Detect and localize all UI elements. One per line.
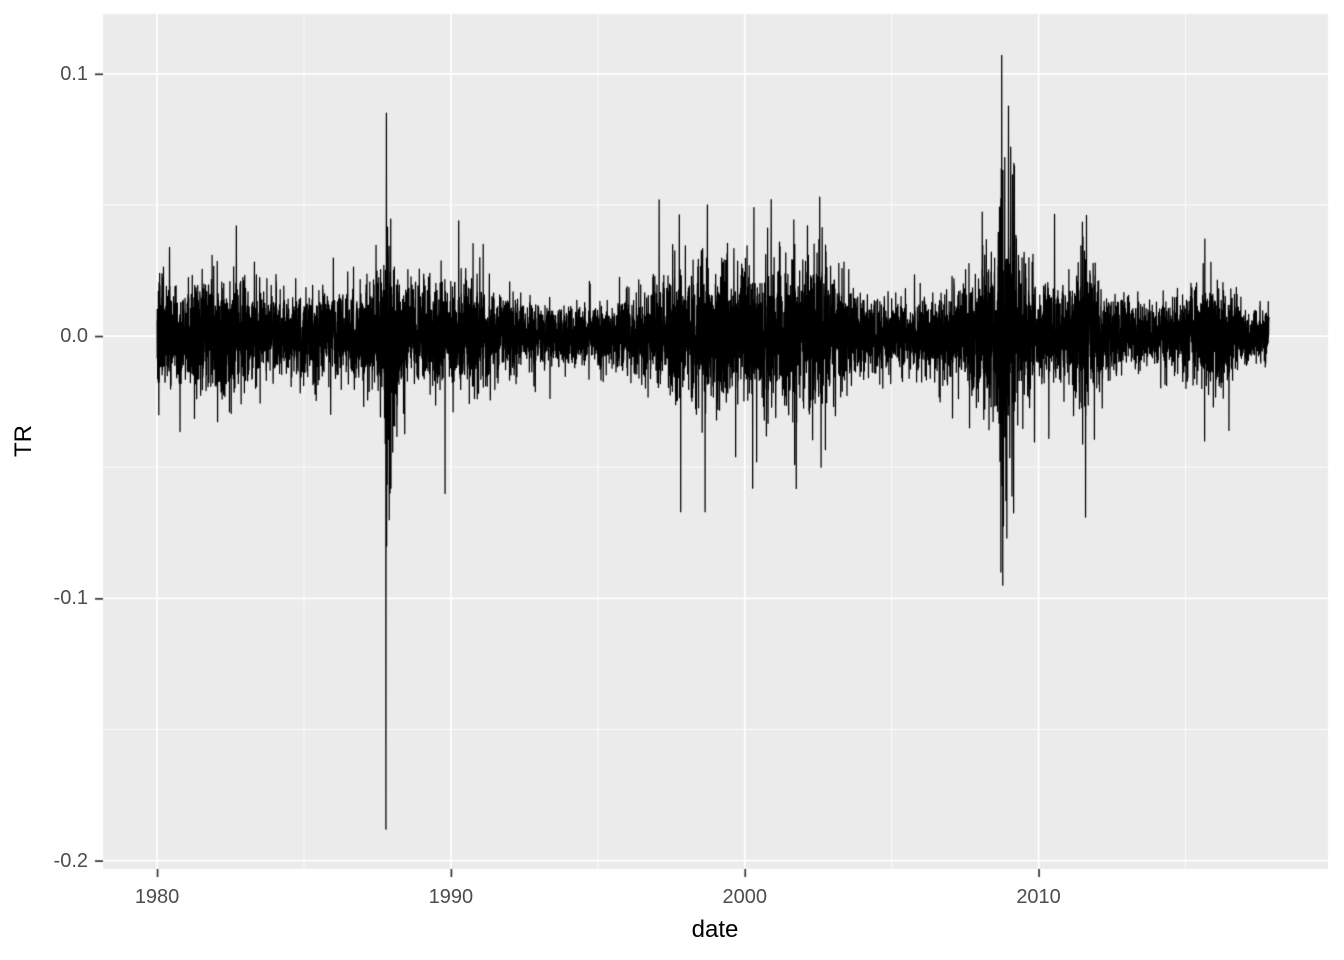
y-tick-label: 0.0: [60, 325, 88, 348]
x-tick-label: 2010: [1016, 886, 1061, 908]
x-tick-label: 1990: [428, 886, 474, 908]
y-tick-label: 0.1: [60, 62, 88, 85]
x-tick-label: 2000: [722, 886, 767, 908]
y-tick-label: -0.2: [53, 849, 88, 872]
x-axis-title: date: [691, 916, 739, 943]
y-axis-title: TR: [10, 425, 37, 457]
y-tick-label: -0.1: [53, 587, 88, 610]
x-tick-label: 1980: [134, 886, 180, 908]
